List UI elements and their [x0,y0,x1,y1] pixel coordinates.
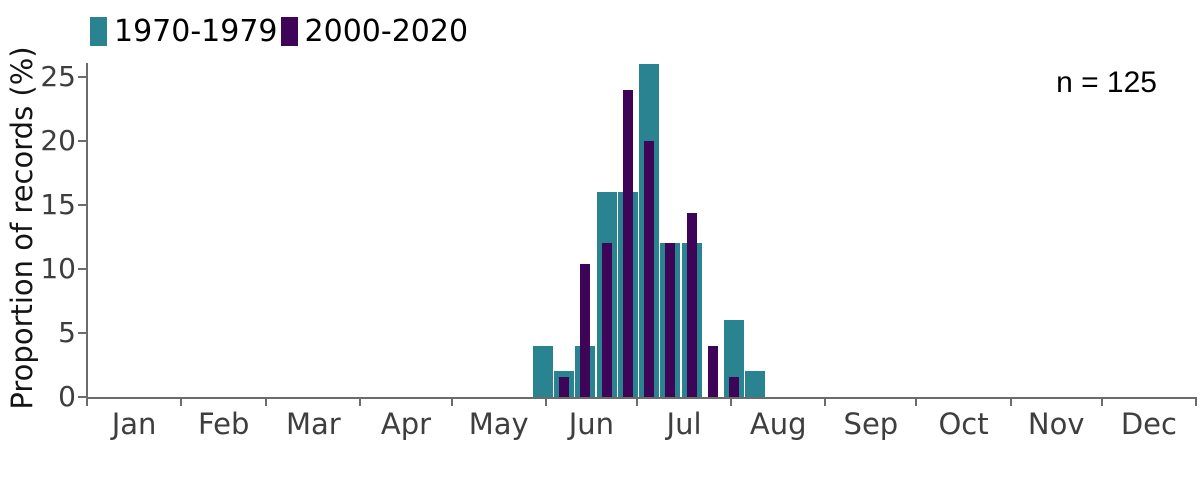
x-tick-label-oct: Oct [938,407,989,441]
x-tick-label-jul: Jul [666,407,702,441]
x-tick [1100,398,1103,406]
y-tick [78,140,86,142]
y-tick-label-5: 5 [58,316,76,349]
x-tick [915,398,918,406]
x-tick-label-feb: Feb [198,407,250,441]
bar-2000-2020-bin4 [601,243,612,397]
y-tick-label-20: 20 [40,124,76,157]
legend-swatch-1970-1979 [90,17,107,46]
legend-label: 2000-2020 [304,14,469,49]
x-tick-label-mar: Mar [285,407,341,441]
y-tick [78,204,86,206]
bar-2000-2020-bin9 [707,345,718,397]
x-tick [824,398,827,406]
legend-label: 1970-1979 [114,14,278,49]
x-tick [359,398,362,406]
x-tick-label-nov: Nov [1027,407,1085,441]
y-tick-label-0: 0 [58,380,76,413]
y-tick [78,396,86,398]
x-tick [730,398,733,406]
x-tick-label-jun: Jun [568,407,615,441]
x-tick-label-sep: Sep [843,407,899,441]
bar-2000-2020-bin7 [665,243,676,397]
bar-2000-2020-bin5 [622,89,633,397]
y-tick-label-25: 25 [40,60,76,93]
bar-1970-1979-bin11 [745,371,766,397]
bar-2000-2020-bin2 [559,376,570,397]
legend-item-2000-2020: 2000-2020 [280,14,469,49]
bar-2000-2020-bin6 [644,141,655,397]
x-tick-label-aug: Aug [749,407,807,441]
x-tick-label-may: May [468,407,529,441]
x-tick [86,398,88,406]
x-tick [1009,398,1012,406]
x-tick [635,398,638,406]
sample-size-annotation: n = 125 [1056,66,1157,99]
legend-swatch-2000-2020 [280,17,298,46]
legend-item-1970-1979: 1970-1979 [90,14,278,49]
x-tick [544,398,547,406]
bar-2000-2020-bin10 [729,376,740,397]
bar-2000-2020-bin3 [580,263,591,397]
x-tick [1195,398,1197,406]
x-tick [180,398,183,406]
y-axis-line [85,63,88,398]
x-tick-label-apr: Apr [380,407,432,441]
y-tick [78,332,86,334]
x-tick [265,398,268,406]
bar-2000-2020-bin8 [686,212,697,397]
bar-1970-1979-bin1 [532,345,553,397]
legend: 1970-1979 2000-2020 [90,14,468,49]
y-tick-label-15: 15 [40,188,76,221]
x-tick-label-jan: Jan [111,407,157,441]
y-axis-title: Proportion of records (%) [5,46,39,410]
y-tick-label-10: 10 [40,252,76,285]
y-tick [78,76,86,78]
x-axis-line [86,396,1197,399]
x-tick [450,398,453,406]
y-tick [78,268,86,270]
x-tick-label-dec: Dec [1120,407,1177,441]
